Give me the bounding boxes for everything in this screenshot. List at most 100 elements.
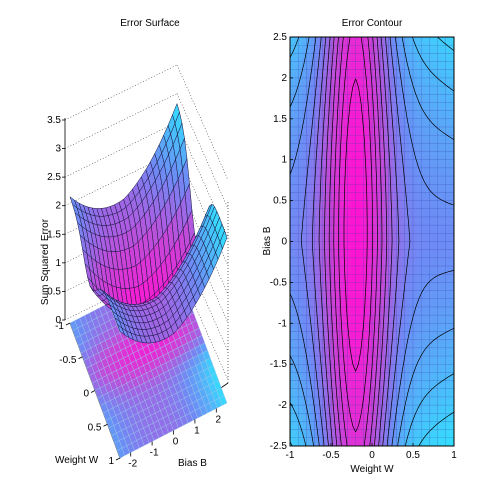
- contour-cell: [408, 241, 414, 247]
- contour-cell: [372, 292, 377, 299]
- contour-cell: [437, 154, 442, 160]
- contour-cell: [339, 359, 344, 365]
- contour-cell: [425, 420, 430, 426]
- contour-cell: [400, 435, 406, 442]
- contour-cell: [326, 164, 332, 171]
- contour-cell: [331, 307, 336, 314]
- contour-cell: [367, 226, 373, 232]
- contour-cell: [417, 343, 422, 350]
- contour-cell: [355, 430, 360, 437]
- contour-cell: [417, 72, 422, 79]
- contour-cell: [367, 195, 373, 201]
- contour-cell: [367, 169, 373, 176]
- contour-cell: [408, 374, 414, 380]
- contour-cell: [425, 394, 430, 401]
- contour-cell: [306, 292, 311, 299]
- contour-cell: [449, 139, 454, 145]
- contour-cell: [290, 98, 295, 104]
- contour-cell: [429, 282, 434, 288]
- contour-cell: [396, 343, 401, 350]
- contour-cell: [302, 364, 307, 370]
- contour-cell: [351, 139, 356, 145]
- contour-cell: [355, 231, 360, 237]
- contour-cell: [294, 267, 299, 273]
- contour-cell: [331, 256, 336, 263]
- contour-cell: [384, 77, 389, 84]
- contour-cell: [335, 379, 340, 385]
- contour-cell: [380, 353, 385, 360]
- contour-cell: [306, 440, 311, 446]
- contour-cell: [404, 272, 410, 278]
- contour-cell: [335, 343, 340, 350]
- contour-cell: [355, 440, 360, 446]
- contour-cell: [404, 93, 410, 99]
- contour-cell: [433, 215, 438, 222]
- contour-cell: [298, 67, 303, 74]
- contour-cell: [298, 302, 303, 309]
- contour-cell: [310, 88, 315, 94]
- contour-cell: [429, 415, 434, 421]
- contour-cell: [404, 67, 410, 74]
- contour-cell: [384, 369, 389, 375]
- contour-cell: [351, 333, 356, 339]
- contour-cell: [376, 246, 381, 253]
- contour-cell: [380, 236, 385, 242]
- contour-cell: [376, 277, 381, 283]
- contour-cell: [449, 420, 454, 426]
- contour-cell: [294, 57, 299, 63]
- contour-cell: [408, 359, 414, 365]
- contour-cell: [437, 267, 442, 273]
- contour-cell: [343, 113, 348, 120]
- contour-cell: [310, 205, 315, 212]
- contour-cell: [372, 415, 377, 421]
- contour-cell: [343, 134, 348, 140]
- contour-cell: [306, 374, 311, 380]
- contour-cell: [367, 37, 373, 43]
- contour-cell: [392, 144, 397, 150]
- contour-cell: [388, 297, 393, 304]
- contour-cell: [408, 98, 414, 104]
- contour-cell: [322, 67, 328, 74]
- contour-cell: [408, 108, 414, 114]
- contour-cell: [404, 364, 410, 370]
- contour-cell: [335, 175, 340, 181]
- contour-cell: [310, 200, 315, 207]
- contour-cell: [298, 226, 303, 232]
- contour-cell: [314, 420, 319, 426]
- contour-cell: [290, 435, 295, 442]
- contour-cell: [396, 364, 401, 370]
- contour-cell: [413, 37, 418, 43]
- contour-cell: [421, 333, 426, 339]
- contour-cell: [449, 98, 454, 104]
- contour-cell: [449, 318, 454, 324]
- contour-cell: [302, 180, 307, 186]
- contour-cell: [343, 399, 348, 406]
- contour-cell: [388, 394, 393, 401]
- contour-cell: [355, 343, 360, 350]
- contour-cell: [343, 307, 348, 314]
- contour-cell: [437, 399, 442, 406]
- contour-cell: [347, 226, 352, 232]
- contour-cell: [347, 323, 352, 329]
- contour-cell: [298, 139, 303, 145]
- contour-cell: [376, 379, 381, 385]
- contour-cell: [318, 67, 324, 74]
- contour-cell: [380, 440, 385, 446]
- contour-cell: [437, 93, 442, 99]
- contour-cell: [339, 103, 344, 109]
- contour-cell: [322, 430, 328, 437]
- contour-cell: [314, 261, 319, 268]
- contour-cell: [331, 221, 336, 227]
- contour-cell: [355, 236, 360, 242]
- contour-cell: [445, 415, 451, 421]
- contour-cell: [294, 113, 299, 120]
- contour-cell: [322, 236, 328, 242]
- contour-cell: [408, 62, 414, 68]
- contour-cell: [322, 302, 328, 309]
- contour-cell: [396, 98, 401, 104]
- contour-cell: [363, 134, 369, 140]
- contour-cell: [433, 241, 438, 247]
- contour-cell: [363, 302, 369, 309]
